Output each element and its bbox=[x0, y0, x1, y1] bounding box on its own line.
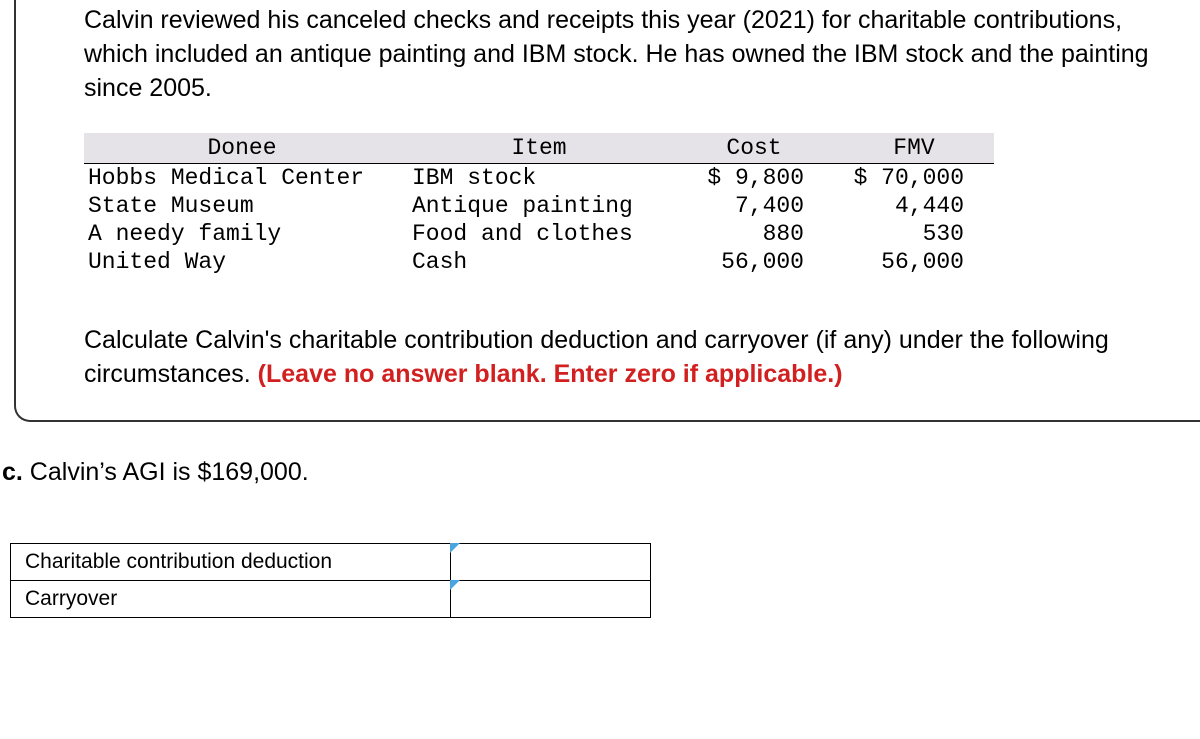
cell-donee: State Museum bbox=[84, 192, 404, 220]
cell-donee: United Way bbox=[84, 248, 404, 276]
carryover-input[interactable] bbox=[451, 581, 650, 616]
answer-input-cell[interactable] bbox=[451, 580, 651, 617]
answer-input-cell[interactable] bbox=[451, 543, 651, 580]
cell-item: Food and clothes bbox=[404, 220, 674, 248]
part-c-line: c. Calvin’s AGI is $169,000. bbox=[2, 458, 1200, 487]
cell-item: Cash bbox=[404, 248, 674, 276]
table-row: A needy family Food and clothes 880 530 bbox=[84, 220, 994, 248]
header-cost: Cost bbox=[674, 133, 834, 164]
answer-row: Charitable contribution deduction bbox=[11, 543, 651, 580]
cell-item: IBM stock bbox=[404, 164, 674, 193]
answer-row: Carryover bbox=[11, 580, 651, 617]
table-row: State Museum Antique painting 7,400 4,44… bbox=[84, 192, 994, 220]
instruction-text: Calculate Calvin's charitable contributi… bbox=[84, 324, 1190, 392]
answer-label: Carryover bbox=[11, 580, 451, 617]
deduction-input[interactable] bbox=[451, 544, 650, 579]
answer-label: Charitable contribution deduction bbox=[11, 543, 451, 580]
part-label: c. bbox=[2, 458, 23, 486]
cell-fmv: $ 70,000 bbox=[834, 164, 994, 193]
part-text: Calvin’s AGI is $169,000. bbox=[23, 458, 309, 486]
header-fmv: FMV bbox=[834, 133, 994, 164]
cell-donee: A needy family bbox=[84, 220, 404, 248]
header-item: Item bbox=[404, 133, 674, 164]
intro-text: Calvin reviewed his canceled checks and … bbox=[84, 4, 1190, 105]
cell-cost: 7,400 bbox=[674, 192, 834, 220]
cell-fmv: 4,440 bbox=[834, 192, 994, 220]
cell-cost: 56,000 bbox=[674, 248, 834, 276]
header-donee: Donee bbox=[84, 133, 404, 164]
cell-cost: 880 bbox=[674, 220, 834, 248]
table-header-row: Donee Item Cost FMV bbox=[84, 133, 994, 164]
corner-marker-icon bbox=[450, 543, 460, 553]
instruction-emph: (Leave no answer blank. Enter zero if ap… bbox=[258, 360, 843, 388]
cell-fmv: 56,000 bbox=[834, 248, 994, 276]
table-row: United Way Cash 56,000 56,000 bbox=[84, 248, 994, 276]
donations-table: Donee Item Cost FMV Hobbs Medical Center… bbox=[84, 133, 994, 276]
cell-donee: Hobbs Medical Center bbox=[84, 164, 404, 193]
table-row: Hobbs Medical Center IBM stock $ 9,800 $… bbox=[84, 164, 994, 193]
cell-fmv: 530 bbox=[834, 220, 994, 248]
corner-marker-icon bbox=[450, 580, 460, 590]
answer-table: Charitable contribution deduction Carryo… bbox=[10, 543, 651, 618]
cell-cost: $ 9,800 bbox=[674, 164, 834, 193]
question-frame: Calvin reviewed his canceled checks and … bbox=[14, 0, 1200, 422]
cell-item: Antique painting bbox=[404, 192, 674, 220]
